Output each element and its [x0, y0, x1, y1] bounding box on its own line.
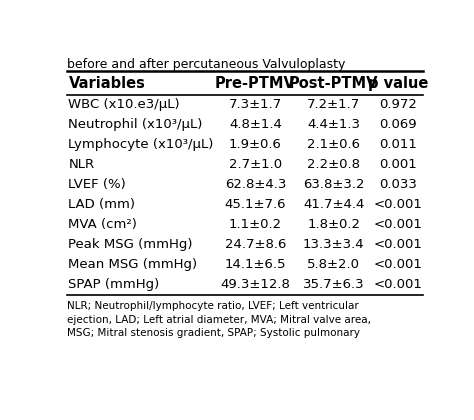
Text: Lymphocyte (x10³/μL): Lymphocyte (x10³/μL): [68, 138, 214, 151]
Text: MVA (cm²): MVA (cm²): [68, 218, 137, 231]
Text: 2.7±1.0: 2.7±1.0: [229, 158, 282, 171]
Text: 0.972: 0.972: [379, 98, 417, 111]
Text: <0.001: <0.001: [374, 258, 422, 271]
Text: 0.069: 0.069: [379, 118, 417, 131]
Text: <0.001: <0.001: [374, 238, 422, 251]
Text: 7.2±1.7: 7.2±1.7: [307, 98, 360, 111]
Text: 45.1±7.6: 45.1±7.6: [225, 198, 286, 211]
Text: 24.7±8.6: 24.7±8.6: [225, 238, 286, 251]
Text: 13.3±3.4: 13.3±3.4: [303, 238, 365, 251]
Text: 35.7±6.3: 35.7±6.3: [303, 278, 365, 291]
Text: before and after percutaneous Valvuloplasty: before and after percutaneous Valvulopla…: [66, 58, 345, 71]
Text: LAD (mm): LAD (mm): [68, 198, 136, 211]
Text: 1.1±0.2: 1.1±0.2: [229, 218, 282, 231]
Text: 5.8±2.0: 5.8±2.0: [307, 258, 360, 271]
Text: 41.7±4.4: 41.7±4.4: [303, 198, 365, 211]
Text: Pre-PTMV: Pre-PTMV: [215, 76, 296, 91]
Text: NLR: NLR: [68, 158, 94, 171]
Text: 2.1±0.6: 2.1±0.6: [307, 138, 360, 151]
Text: 14.1±6.5: 14.1±6.5: [225, 258, 286, 271]
Text: LVEF (%): LVEF (%): [68, 178, 126, 191]
Text: 1.8±0.2: 1.8±0.2: [307, 218, 360, 231]
Text: Post-PTMV: Post-PTMV: [289, 76, 379, 91]
Text: 62.8±4.3: 62.8±4.3: [225, 178, 286, 191]
Text: <0.001: <0.001: [374, 278, 422, 291]
Text: <0.001: <0.001: [374, 218, 422, 231]
Text: SPAP (mmHg): SPAP (mmHg): [68, 278, 160, 291]
Text: NLR; Neutrophil/lymphocyte ratio, LVEF; Left ventricular
ejection, LAD; Left atr: NLR; Neutrophil/lymphocyte ratio, LVEF; …: [66, 301, 371, 338]
Text: 2.2±0.8: 2.2±0.8: [307, 158, 360, 171]
Text: Variables: Variables: [68, 76, 146, 91]
Text: 0.033: 0.033: [379, 178, 417, 191]
Text: 7.3±1.7: 7.3±1.7: [229, 98, 282, 111]
Text: 4.4±1.3: 4.4±1.3: [307, 118, 360, 131]
Text: 4.8±1.4: 4.8±1.4: [229, 118, 282, 131]
Text: Peak MSG (mmHg): Peak MSG (mmHg): [68, 238, 193, 251]
Text: 49.3±12.8: 49.3±12.8: [220, 278, 291, 291]
Text: <0.001: <0.001: [374, 198, 422, 211]
Text: 0.011: 0.011: [379, 138, 417, 151]
Text: Mean MSG (mmHg): Mean MSG (mmHg): [68, 258, 198, 271]
Text: 63.8±3.2: 63.8±3.2: [303, 178, 365, 191]
Text: 0.001: 0.001: [379, 158, 417, 171]
Text: 1.9±0.6: 1.9±0.6: [229, 138, 282, 151]
Text: Neutrophil (x10³/μL): Neutrophil (x10³/μL): [68, 118, 203, 131]
Text: WBC (x10.e3/μL): WBC (x10.e3/μL): [68, 98, 180, 111]
Text: p value: p value: [368, 76, 428, 91]
